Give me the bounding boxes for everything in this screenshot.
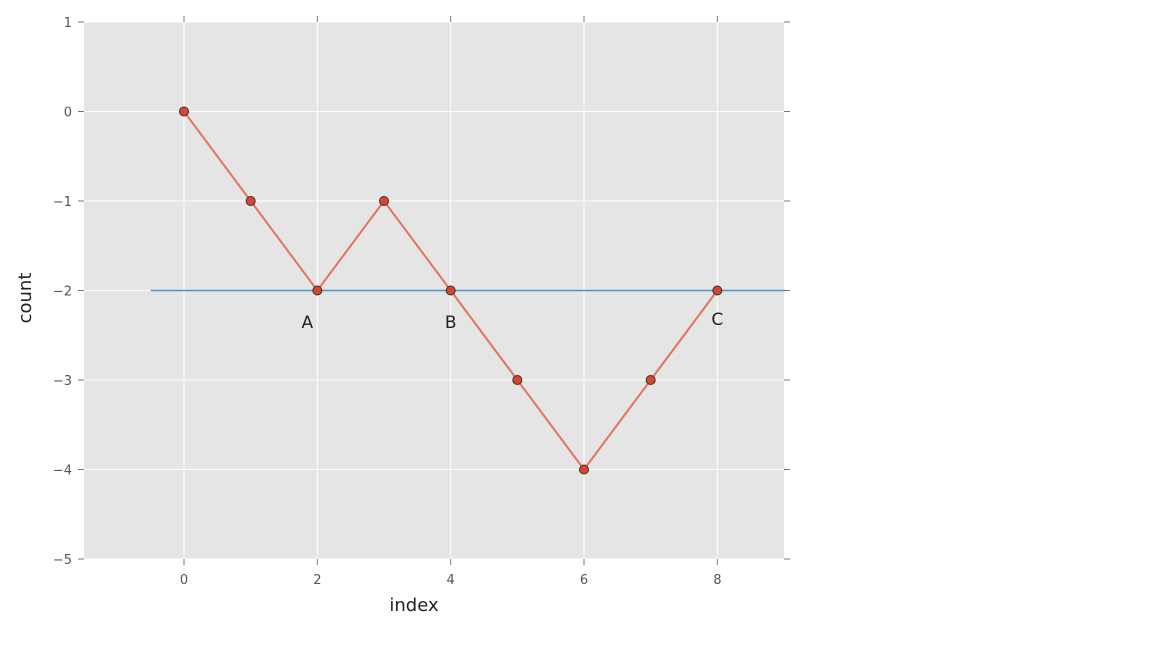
annotation-label: B (445, 313, 457, 333)
y-tick-label: −2 (53, 285, 72, 300)
data-point (645, 375, 656, 385)
x-tick-label: 8 (713, 573, 721, 588)
annotation-label: C (711, 310, 723, 330)
data-point (179, 106, 189, 117)
data-point (379, 196, 389, 206)
y-axis-label: count (15, 273, 36, 324)
x-tick-label: 4 (447, 573, 455, 588)
data-point (579, 464, 589, 475)
tick-marks (78, 16, 790, 565)
y-tick-label: −1 (53, 195, 72, 210)
data-point (312, 285, 323, 296)
data-points (179, 106, 723, 475)
data-point (512, 375, 523, 385)
x-tick-label: 0 (180, 573, 188, 588)
y-tick-label: −3 (53, 374, 72, 389)
annotation-label: A (302, 313, 314, 333)
y-tick-label: −5 (53, 553, 72, 568)
x-tick-label: 2 (313, 573, 321, 588)
x-tick-labels: 0 2 4 6 8 (180, 573, 722, 588)
data-point (712, 285, 723, 296)
x-axis-label: index (389, 595, 439, 616)
data-point (445, 285, 456, 296)
y-tick-label: 0 (64, 106, 72, 121)
y-tick-label: 1 (64, 16, 72, 31)
annotations: A B C (302, 310, 724, 333)
data-point (245, 196, 256, 206)
x-tick-label: 6 (580, 573, 588, 588)
y-tick-label: −4 (53, 464, 72, 479)
y-tick-labels: 1 0 −1 −2 −3 −4 −5 (53, 16, 72, 568)
